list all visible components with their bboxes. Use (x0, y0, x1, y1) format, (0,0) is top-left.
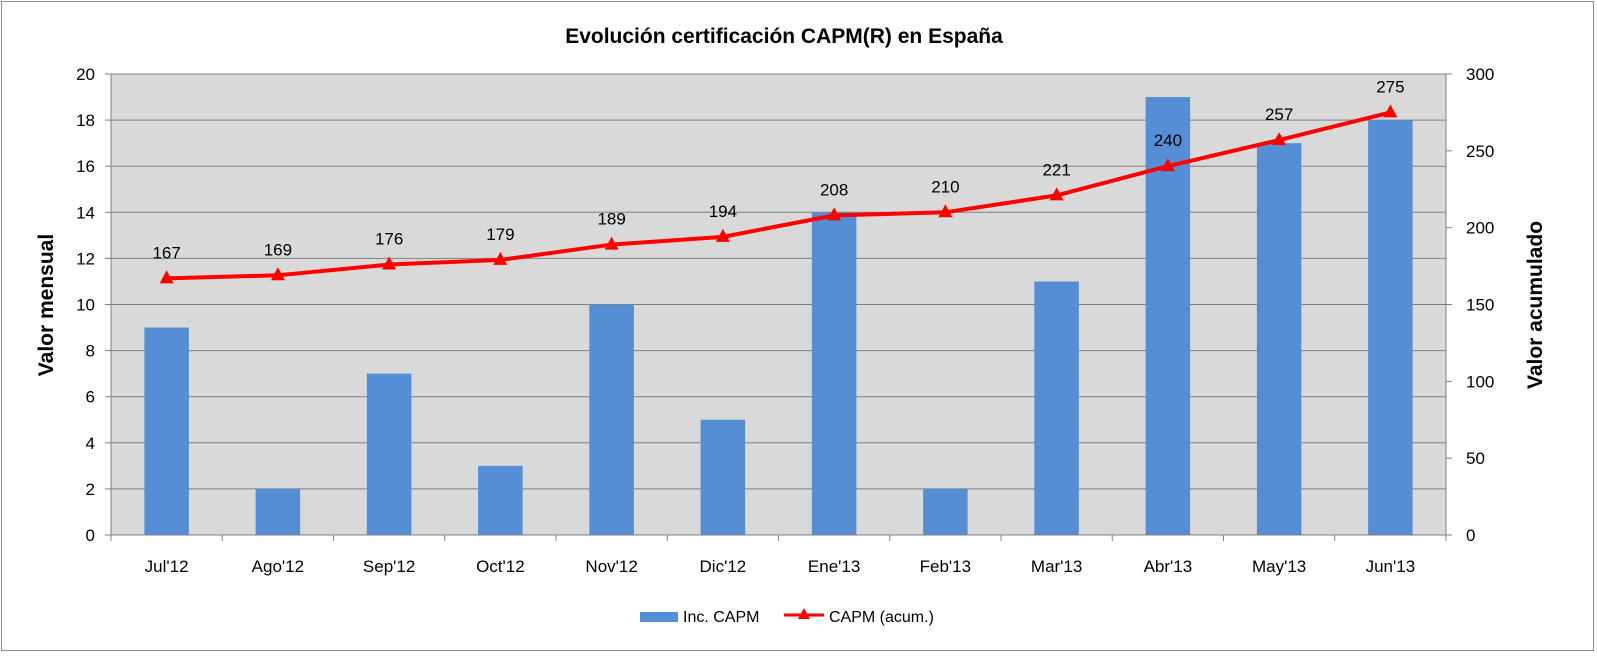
left-tick-label: 10 (76, 296, 95, 315)
right-tick-label: 300 (1466, 65, 1494, 84)
legend-line-label: CAPM (acum.) (829, 609, 934, 626)
left-tick-label: 0 (86, 526, 95, 545)
x-tick-label: Ago'12 (252, 557, 304, 576)
right-tick-label: 50 (1466, 449, 1485, 468)
line-point (382, 256, 397, 270)
data-label: 176 (375, 230, 403, 249)
line-point (1049, 187, 1064, 201)
data-label: 221 (1042, 160, 1070, 179)
series-line (166, 110, 1391, 281)
line-point (604, 236, 619, 250)
left-tick-label: 16 (76, 157, 95, 176)
bar (1034, 281, 1079, 535)
left-tick-label: 8 (86, 342, 95, 361)
right-tick-label: 0 (1466, 526, 1475, 545)
line-point (270, 267, 285, 281)
left-tick-label: 14 (76, 203, 95, 222)
x-axis-ticks: Jul'12 Ago'12 Sep'12 Oct'12 Nov'12 Dic'12 Ene'… (110, 535, 1447, 576)
data-label: 240 (1154, 131, 1182, 150)
bar (1368, 120, 1413, 535)
left-tick-label: 20 (76, 65, 95, 84)
x-tick-label: Ene'13 (808, 557, 860, 576)
data-labels: 167 169 176 179 189 194 208 210 221 240 257 275 (152, 77, 1404, 262)
data-label: 194 (709, 202, 737, 221)
right-axis-ticks: 0 50 100 150 200 250 300 (1446, 65, 1494, 545)
data-label: 179 (486, 225, 514, 244)
right-tick-label: 100 (1466, 372, 1494, 391)
line-point (1272, 132, 1287, 146)
line-series (159, 104, 1398, 284)
bar (589, 304, 634, 535)
legend-bar-swatch (640, 612, 678, 622)
line-point (938, 204, 953, 218)
x-tick-label: Oct'12 (476, 557, 525, 576)
x-tick-label: Jun'13 (1366, 557, 1416, 576)
bar (366, 373, 412, 535)
bar (255, 488, 301, 535)
bar-series (144, 97, 1413, 536)
line-point (1160, 158, 1175, 172)
legend: Inc. CAPM CAPM (acum.) (640, 608, 934, 626)
chart-title: Evolución certificación CAPM(R) en Españ… (565, 25, 1003, 48)
line-point (827, 207, 842, 221)
x-tick-label: Jul'12 (145, 557, 189, 576)
right-tick-label: 150 (1466, 296, 1494, 315)
data-label: 169 (264, 240, 292, 259)
y-left-axis-title: Valor mensual (35, 234, 58, 376)
bar (700, 419, 746, 535)
y-right-axis-title: Valor acumulado (1524, 221, 1547, 389)
left-tick-label: 2 (86, 480, 95, 499)
x-tick-label: Dic'12 (700, 557, 747, 576)
x-tick-label: Abr'13 (1144, 557, 1193, 576)
right-tick-label: 200 (1466, 219, 1494, 238)
right-tick-label: 250 (1466, 142, 1494, 161)
x-tick-label: Nov'12 (585, 557, 637, 576)
left-tick-label: 6 (86, 388, 95, 407)
data-label: 167 (152, 243, 180, 262)
line-point (493, 251, 508, 265)
x-tick-label: Feb'13 (920, 557, 971, 576)
bar (811, 212, 857, 536)
legend-line-marker (798, 608, 810, 619)
left-axis-ticks: 0 2 4 6 8 10 12 14 16 18 20 (76, 65, 111, 545)
x-tick-label: Mar'13 (1031, 557, 1082, 576)
bar (1256, 143, 1302, 535)
x-tick-label: May'13 (1252, 557, 1306, 576)
data-label: 257 (1265, 105, 1293, 124)
x-tick-label: Sep'12 (363, 557, 415, 576)
data-label: 208 (820, 180, 848, 199)
bar (923, 488, 968, 535)
left-tick-label: 4 (86, 434, 95, 453)
left-tick-label: 18 (76, 111, 95, 130)
line-point (715, 228, 730, 242)
bar (144, 327, 189, 535)
line-point (159, 270, 174, 284)
data-label: 275 (1376, 77, 1404, 96)
data-label: 189 (597, 210, 625, 229)
data-label: 210 (931, 177, 959, 196)
left-tick-label: 12 (76, 249, 95, 268)
legend-bar-label: Inc. CAPM (683, 609, 759, 626)
bar (478, 465, 523, 535)
line-point (1383, 104, 1398, 118)
